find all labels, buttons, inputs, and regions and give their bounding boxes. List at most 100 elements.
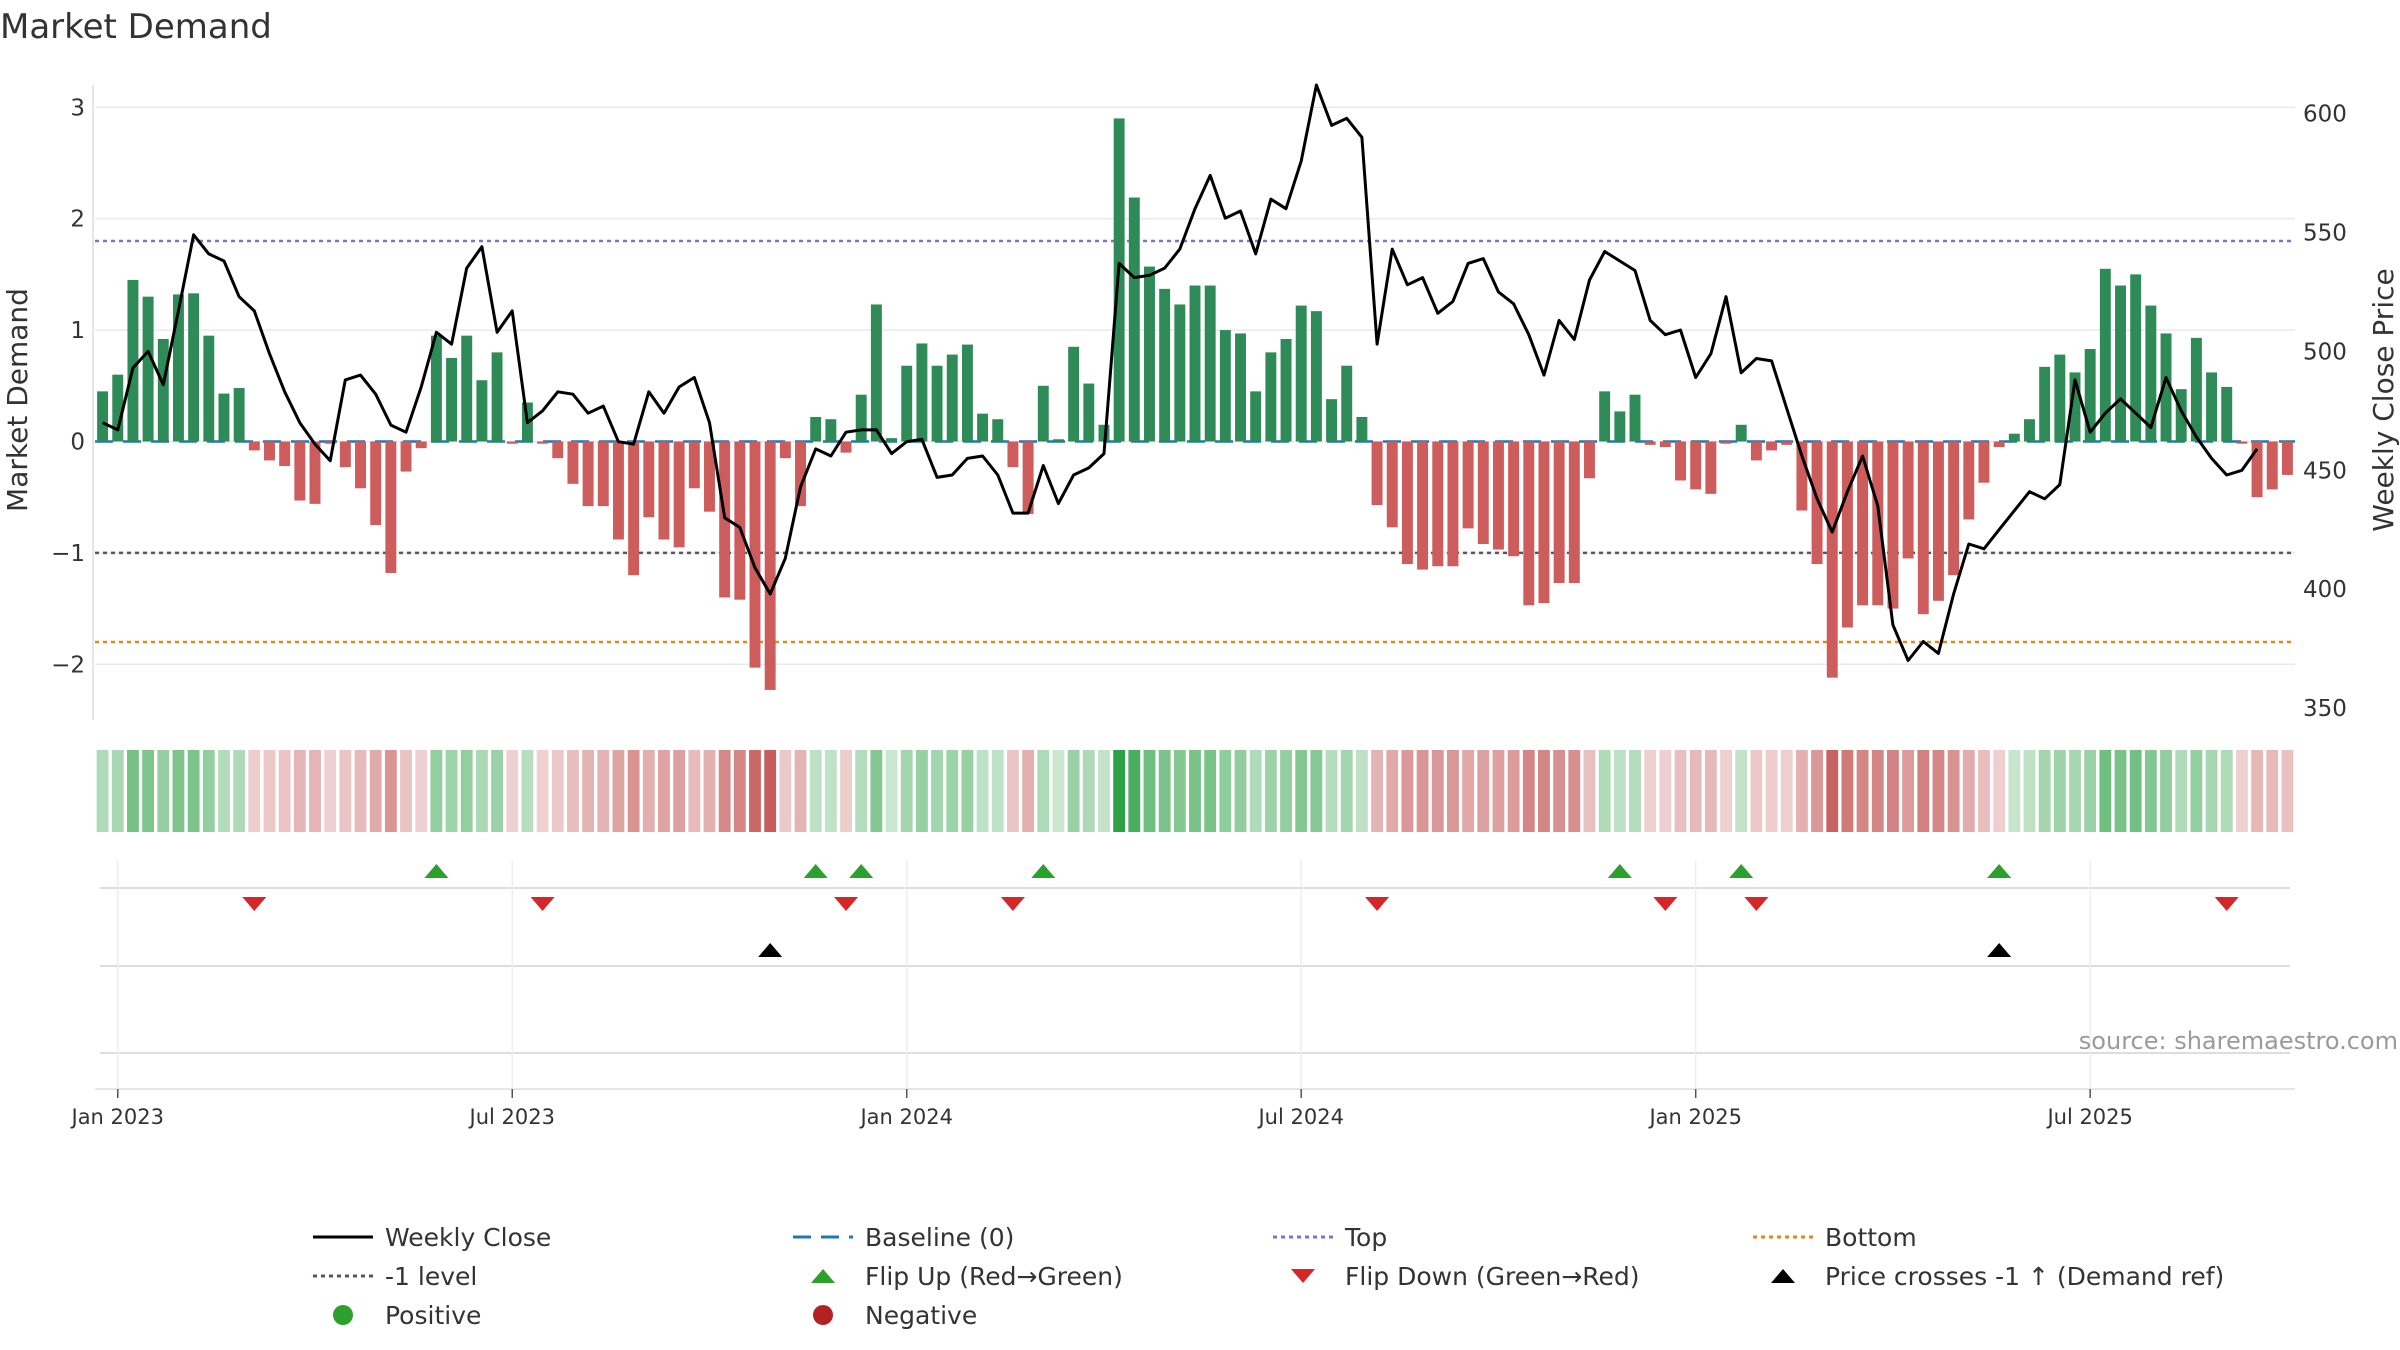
- demand-bar: [1356, 416, 1368, 442]
- flip-markers: [242, 864, 2239, 911]
- flip-up-marker: [1031, 864, 1056, 878]
- demand-bar: [1341, 365, 1353, 442]
- heat-cell: [96, 750, 109, 832]
- demand-bar: [1189, 285, 1201, 442]
- flip-down-marker: [1365, 897, 1390, 911]
- legend: Weekly Close Baseline (0) Top Bottom -1 leve…: [313, 1223, 2224, 1330]
- flip-up-marker: [803, 864, 828, 878]
- flip-down-marker: [242, 897, 267, 911]
- demand-bar: [264, 441, 275, 461]
- left-y-tick-label: 2: [70, 207, 85, 233]
- heat-cell: [627, 750, 640, 832]
- demand-bar: [1948, 441, 1960, 576]
- heat-cell: [1098, 750, 1110, 832]
- legend-label: Price crosses -1 ↑ (Demand ref): [1825, 1262, 2224, 1291]
- demand-bar: [612, 441, 624, 540]
- demand-bar: [233, 388, 245, 442]
- left-y-axis-label: Market Demand: [1, 288, 34, 512]
- legend-swatch: [813, 1305, 833, 1325]
- demand-bar: [567, 441, 579, 484]
- heat-cell: [991, 750, 1004, 832]
- heat-cell: [1386, 750, 1399, 832]
- demand-bar: [157, 339, 169, 442]
- demand-bar: [2221, 386, 2233, 442]
- demand-bar: [1735, 424, 1747, 442]
- heat-cell: [1082, 750, 1095, 832]
- demand-bar: [795, 441, 806, 507]
- demand-bar: [1401, 441, 1413, 565]
- heat-cell: [1795, 750, 1808, 832]
- demand-bar: [1219, 330, 1231, 442]
- demand-bar: [1371, 441, 1383, 505]
- source-note: source: sharemaestro.com: [2079, 1027, 2398, 1055]
- legend-label: Positive: [385, 1301, 481, 1330]
- heat-cell: [976, 750, 989, 832]
- demand-bar: [400, 441, 412, 472]
- demand-bar: [688, 441, 700, 489]
- heat-cell: [354, 750, 367, 832]
- heat-cell: [142, 750, 155, 832]
- heat-cell: [506, 750, 519, 832]
- heat-cell: [2281, 750, 2294, 832]
- heat-cell: [293, 750, 306, 832]
- heat-cell: [1371, 750, 1383, 832]
- demand-bar: [339, 441, 351, 468]
- demand-bar: [1144, 266, 1155, 442]
- demand-bar: [1932, 441, 1944, 601]
- left-y-tick-label: 3: [70, 95, 85, 121]
- heat-cell: [1249, 750, 1262, 832]
- left-y-tick-label: 0: [70, 429, 85, 455]
- demand-bar: [1993, 441, 2005, 448]
- flip-down-marker: [2214, 897, 2239, 911]
- left-y-tick-label: 1: [70, 318, 85, 344]
- demand-bar: [2008, 433, 2020, 442]
- demand-bar: [355, 441, 366, 489]
- flip-down-marker: [834, 897, 859, 911]
- heat-cell: [430, 750, 443, 832]
- heat-cell: [642, 750, 655, 832]
- event-panels: [95, 860, 2295, 1090]
- demand-bars: [97, 118, 2293, 690]
- demand-bar: [734, 441, 746, 600]
- x-tick-label: Jan 2023: [70, 1105, 165, 1129]
- demand-bar: [430, 335, 442, 442]
- demand-bar: [1857, 441, 1869, 606]
- demand-bar: [1675, 441, 1686, 481]
- heat-cell: [1462, 750, 1475, 832]
- demand-bar: [1963, 441, 1975, 520]
- demand-bar: [1386, 441, 1398, 528]
- demand-bar: [1644, 441, 1656, 445]
- heat-cell: [1978, 750, 1990, 832]
- heat-cell: [2190, 750, 2203, 832]
- heat-cell: [1887, 750, 1899, 832]
- heat-cell: [1401, 750, 1414, 832]
- heat-cell: [961, 750, 974, 832]
- weekly-close-polyline: [101, 83, 2259, 662]
- heat-cell: [1477, 750, 1490, 832]
- flip-down-marker: [1744, 897, 1769, 911]
- heat-cell: [1902, 750, 1915, 832]
- demand-bar: [188, 293, 200, 442]
- demand-bar: [2084, 349, 2096, 442]
- demand-bar: [855, 394, 867, 442]
- left-y-ticks: 3 2 1 0 −1 −2: [51, 95, 85, 678]
- flip-down-marker: [1653, 897, 1678, 911]
- demand-bar: [1917, 441, 1929, 615]
- heat-cell: [1553, 750, 1566, 832]
- demand-bar: [415, 441, 427, 449]
- heat-cell: [2160, 750, 2172, 832]
- heat-cell: [2144, 750, 2157, 832]
- heat-cell: [1826, 750, 1839, 832]
- demand-bar: [97, 391, 109, 442]
- heat-cell: [885, 750, 898, 832]
- heat-cell: [870, 750, 883, 832]
- heat-cell: [824, 750, 837, 832]
- demand-bar: [2024, 419, 2035, 442]
- heat-cell: [2205, 750, 2218, 832]
- heat-cell: [1659, 750, 1672, 832]
- main-plot: 3 2 1 0 −1 −2 600 550 500 450 400 350 Market Deman…: [1, 83, 2400, 722]
- demand-bar: [172, 294, 184, 442]
- heat-cell: [157, 750, 170, 832]
- heat-cell: [1355, 750, 1368, 832]
- heat-cell: [1113, 750, 1126, 832]
